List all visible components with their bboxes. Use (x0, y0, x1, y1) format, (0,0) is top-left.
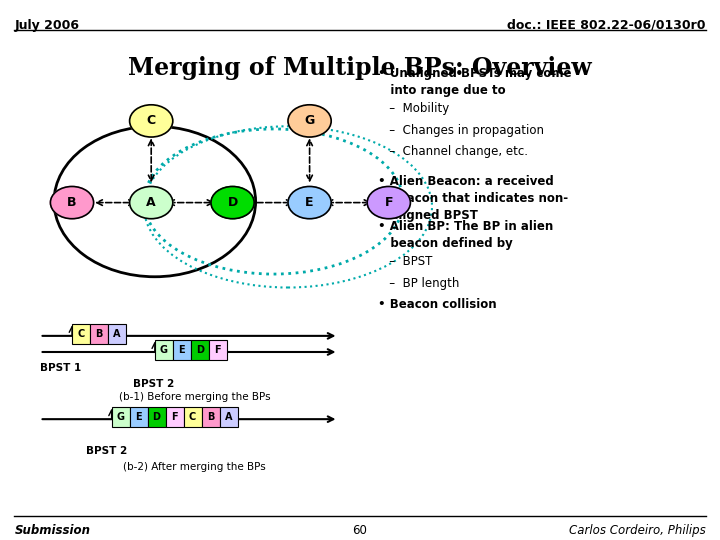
FancyBboxPatch shape (166, 407, 184, 427)
Text: BPST 2: BPST 2 (86, 446, 127, 456)
Text: • Alien BP: The BP in alien
   beacon defined by: • Alien BP: The BP in alien beacon defin… (378, 220, 553, 251)
Text: Carlos Cordeiro, Philips: Carlos Cordeiro, Philips (569, 524, 706, 537)
Text: E: E (179, 345, 185, 355)
FancyBboxPatch shape (112, 407, 130, 427)
Text: G: G (117, 412, 125, 422)
Text: • Unaligned BPSTs may come
   into range due to: • Unaligned BPSTs may come into range du… (378, 67, 572, 97)
Circle shape (130, 105, 173, 137)
Text: • Beacon collision: • Beacon collision (378, 298, 497, 311)
Text: D: D (153, 412, 161, 422)
Text: –  BPST: – BPST (378, 255, 433, 268)
Circle shape (367, 186, 410, 219)
Circle shape (288, 105, 331, 137)
Text: D: D (196, 345, 204, 355)
Text: G: G (160, 345, 168, 355)
Text: Submission: Submission (14, 524, 91, 537)
FancyBboxPatch shape (173, 340, 191, 360)
Text: A: A (225, 412, 233, 422)
FancyBboxPatch shape (72, 323, 90, 344)
Text: E: E (135, 412, 142, 422)
Text: 60: 60 (353, 524, 367, 537)
Text: C: C (147, 114, 156, 127)
Text: –  BP length: – BP length (378, 277, 459, 290)
Text: Merging of Multiple BPs: Overview: Merging of Multiple BPs: Overview (128, 56, 592, 80)
Text: B: B (207, 412, 215, 422)
Text: B: B (95, 329, 103, 339)
Text: July 2006: July 2006 (14, 19, 79, 32)
FancyBboxPatch shape (202, 407, 220, 427)
FancyBboxPatch shape (108, 323, 126, 344)
FancyBboxPatch shape (220, 407, 238, 427)
Text: D: D (228, 196, 238, 209)
FancyBboxPatch shape (209, 340, 227, 360)
Text: A: A (146, 196, 156, 209)
Text: doc.: IEEE 802.22-06/0130r0: doc.: IEEE 802.22-06/0130r0 (507, 19, 706, 32)
Text: –  Channel change, etc.: – Channel change, etc. (378, 145, 528, 158)
Text: BPST 1: BPST 1 (40, 363, 81, 373)
Text: –  Mobility: – Mobility (378, 102, 449, 115)
FancyBboxPatch shape (90, 323, 108, 344)
Text: G: G (305, 114, 315, 127)
Circle shape (288, 186, 331, 219)
FancyBboxPatch shape (191, 340, 209, 360)
Text: (b-1) Before merging the BPs: (b-1) Before merging the BPs (119, 392, 270, 402)
Text: F: F (384, 196, 393, 209)
Text: • Alien Beacon: a received
   beacon that indicates non-
   aligned BPST: • Alien Beacon: a received beacon that i… (378, 174, 568, 221)
FancyBboxPatch shape (148, 407, 166, 427)
Text: A: A (113, 329, 121, 339)
Text: F: F (215, 345, 221, 355)
Text: B: B (67, 196, 77, 209)
FancyBboxPatch shape (155, 340, 173, 360)
Text: (b-2) After merging the BPs: (b-2) After merging the BPs (123, 462, 266, 472)
Circle shape (211, 186, 254, 219)
FancyBboxPatch shape (130, 407, 148, 427)
FancyBboxPatch shape (184, 407, 202, 427)
Text: E: E (305, 196, 314, 209)
Text: BPST 2: BPST 2 (133, 379, 174, 389)
Text: C: C (189, 412, 197, 422)
Circle shape (130, 186, 173, 219)
Text: C: C (77, 329, 85, 339)
Text: F: F (171, 412, 178, 422)
Circle shape (50, 186, 94, 219)
Text: –  Changes in propagation: – Changes in propagation (378, 124, 544, 137)
